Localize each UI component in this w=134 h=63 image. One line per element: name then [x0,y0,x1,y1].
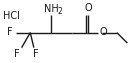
Text: F: F [33,49,38,59]
Text: 2: 2 [57,7,62,16]
Text: F: F [7,27,13,37]
Text: O: O [84,3,92,13]
Text: HCl: HCl [3,11,20,21]
Text: O: O [99,27,107,37]
Text: NH: NH [44,4,59,14]
Text: F: F [14,49,20,59]
